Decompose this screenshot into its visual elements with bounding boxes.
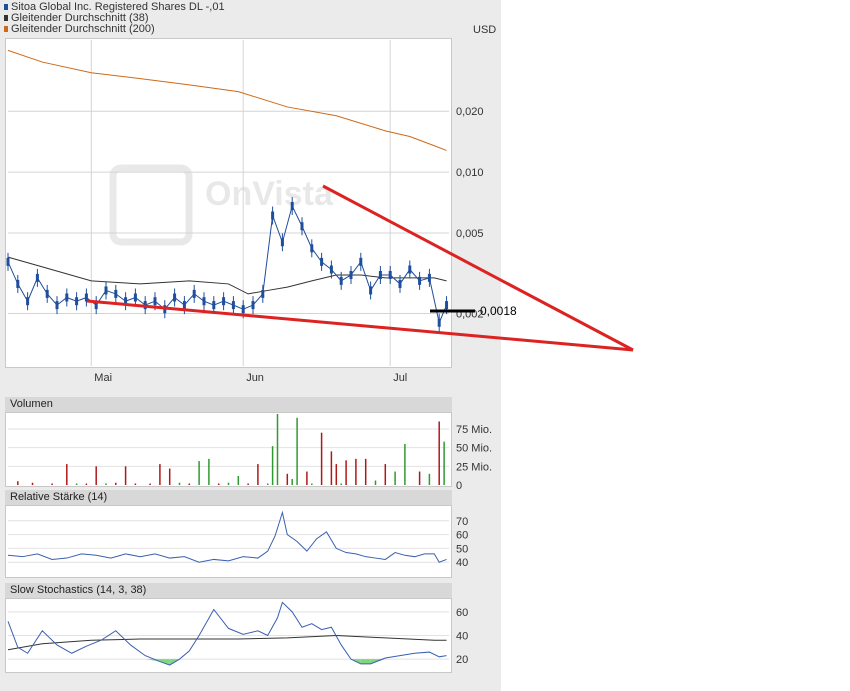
rsi-panel bbox=[5, 505, 452, 578]
stoch-panel-title: Slow Stochastics (14, 3, 38) bbox=[5, 583, 452, 598]
stoch-oversold-fill bbox=[360, 659, 371, 664]
legend-ma38-label: Gleitender Durchschnitt (38) bbox=[11, 12, 149, 24]
volume-tick-label-1: 25 Mio. bbox=[456, 461, 492, 473]
legend-swatch-ma200 bbox=[4, 26, 8, 33]
watermark-logo-icon bbox=[109, 164, 193, 246]
stoch-tick-label-2: 60 bbox=[456, 607, 468, 619]
stoch-d-line bbox=[7, 634, 447, 651]
legend-ma200: Gleitender Durchschnitt (200) bbox=[4, 23, 155, 35]
stoch-tick-label-1: 40 bbox=[456, 631, 468, 643]
rsi-tick-label-0: 40 bbox=[456, 557, 468, 569]
legend-ma200-label: Gleitender Durchschnitt (200) bbox=[11, 23, 155, 35]
rsi-tick-label-2: 60 bbox=[456, 530, 468, 542]
y-tick-label-2: 0,010 bbox=[456, 167, 484, 179]
watermark-text: OnVista bbox=[205, 175, 334, 213]
x-tick-label-0: Mai bbox=[94, 372, 112, 384]
stoch-k-line bbox=[7, 601, 447, 666]
volume-panel-title: Volumen bbox=[5, 397, 452, 412]
stoch-oversold-fill bbox=[159, 659, 170, 666]
volume-panel bbox=[5, 412, 452, 487]
volume-tick-label-0: 0 bbox=[456, 480, 462, 492]
legend-main: Sitoa Global Inc. Registered Shares DL -… bbox=[4, 1, 225, 13]
rsi-tick-label-1: 50 bbox=[456, 543, 468, 555]
volume-tick-label-3: 75 Mio. bbox=[456, 424, 492, 436]
rsi-panel-title: Relative Stärke (14) bbox=[5, 490, 452, 505]
y-tick-label-3: 0,020 bbox=[456, 106, 484, 118]
stoch-tick-label-0: 20 bbox=[456, 654, 468, 666]
ma200-line bbox=[7, 49, 447, 151]
legend-swatch-ma38 bbox=[4, 15, 8, 22]
resistance-trendline bbox=[322, 184, 634, 352]
legend-ma38: Gleitender Durchschnitt (38) bbox=[4, 12, 149, 24]
rsi-tick-label-3: 70 bbox=[456, 516, 468, 528]
price-marker-label: 0,0018 bbox=[480, 304, 517, 318]
legend-swatch-main bbox=[4, 4, 8, 11]
support-trendline bbox=[86, 299, 634, 352]
x-tick-label-2: Jul bbox=[393, 372, 407, 384]
legend-main-label: Sitoa Global Inc. Registered Shares DL -… bbox=[11, 1, 225, 13]
y-tick-label-1: 0,005 bbox=[456, 228, 484, 240]
watermark: OnVista bbox=[109, 164, 334, 246]
ma38-line bbox=[7, 256, 447, 295]
currency-label: USD bbox=[473, 24, 497, 36]
x-tick-label-1: Jun bbox=[246, 372, 264, 384]
volume-tick-label-2: 50 Mio. bbox=[456, 443, 492, 455]
price-line bbox=[7, 204, 448, 325]
rsi-line bbox=[7, 510, 447, 563]
